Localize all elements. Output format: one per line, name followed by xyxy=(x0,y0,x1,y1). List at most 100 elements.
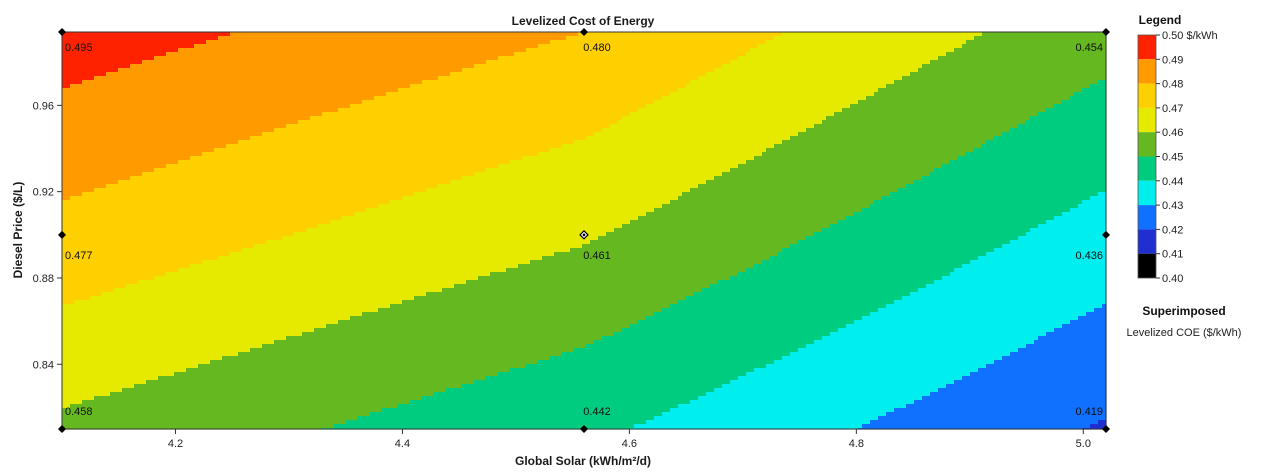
heat-cell xyxy=(714,52,719,57)
heat-cell xyxy=(1062,44,1067,49)
heat-cell xyxy=(574,56,579,61)
heat-cell xyxy=(518,68,523,73)
heat-cell xyxy=(250,44,255,49)
heat-cell xyxy=(1026,36,1031,41)
heat-cell xyxy=(222,64,227,69)
heat-cell xyxy=(86,32,91,37)
heat-cell xyxy=(374,100,379,105)
heat-cell xyxy=(134,100,139,105)
heat-cell xyxy=(906,72,911,77)
heat-cell xyxy=(986,88,991,93)
heat-cell xyxy=(386,76,391,81)
heat-cell xyxy=(322,48,327,53)
heat-cell xyxy=(838,80,843,85)
heat-cell xyxy=(1074,64,1079,69)
heat-cell xyxy=(782,80,787,85)
heat-cell xyxy=(986,80,991,85)
heat-cell xyxy=(278,52,283,57)
heat-cell xyxy=(942,100,947,105)
heat-cell xyxy=(902,60,907,65)
heat-cell xyxy=(918,60,923,65)
heat-cell xyxy=(910,88,915,93)
heat-cell xyxy=(1030,60,1035,65)
heat-cell xyxy=(442,40,447,45)
heat-cell xyxy=(906,60,911,65)
heat-cell xyxy=(882,100,887,105)
heat-cell xyxy=(502,92,507,97)
heat-cell xyxy=(138,64,143,69)
heat-cell xyxy=(66,100,71,105)
heat-cell xyxy=(1026,104,1031,109)
heat-cell xyxy=(1046,92,1051,97)
heat-cell xyxy=(954,56,959,61)
heat-cell xyxy=(710,44,715,49)
heat-cell xyxy=(586,96,591,101)
heat-cell xyxy=(262,100,267,105)
heat-cell xyxy=(274,68,279,73)
heat-cell xyxy=(534,80,539,85)
heat-cell xyxy=(222,104,227,109)
heat-cell xyxy=(494,104,499,109)
heat-cell xyxy=(562,92,567,97)
heat-cell xyxy=(430,44,435,49)
heat-cell xyxy=(806,104,811,109)
heat-cell xyxy=(1002,44,1007,49)
heat-cell xyxy=(646,36,651,41)
heat-cell xyxy=(978,64,983,69)
heat-cell xyxy=(494,48,499,53)
heat-cell xyxy=(650,32,655,37)
heat-cell xyxy=(786,64,791,69)
heat-cell xyxy=(622,96,627,101)
heat-cell xyxy=(762,72,767,77)
heat-cell xyxy=(638,36,643,41)
heat-cell xyxy=(406,96,411,101)
heat-cell xyxy=(266,100,271,105)
heat-cell xyxy=(778,36,783,41)
heat-cell xyxy=(166,48,171,53)
heat-cell xyxy=(202,52,207,57)
heat-cell xyxy=(290,88,295,93)
heat-cell xyxy=(590,96,595,101)
heat-cell xyxy=(626,36,631,41)
heat-cell xyxy=(394,56,399,61)
heat-cell xyxy=(894,84,899,89)
heat-cell xyxy=(258,80,263,85)
heat-cell xyxy=(978,40,983,45)
heat-cell xyxy=(1098,56,1103,61)
heat-cell xyxy=(1058,92,1063,97)
heat-cell xyxy=(822,84,827,89)
heat-cell xyxy=(666,44,671,49)
heat-cell xyxy=(314,84,319,89)
heat-cell xyxy=(1038,100,1043,105)
heat-cell xyxy=(674,84,679,89)
heat-cell xyxy=(610,76,615,81)
heat-cell xyxy=(1006,76,1011,81)
heat-cell xyxy=(342,104,347,109)
heat-cell xyxy=(122,56,127,61)
heat-cell xyxy=(202,40,207,45)
heat-cell xyxy=(890,68,895,73)
heat-cell xyxy=(854,44,859,49)
heat-cell xyxy=(778,68,783,73)
heat-cell xyxy=(466,104,471,109)
heat-cell xyxy=(1078,60,1083,65)
heat-cell xyxy=(854,40,859,45)
heat-cell xyxy=(950,32,955,37)
heat-cell xyxy=(754,96,759,101)
heat-cell xyxy=(270,88,275,93)
heat-cell xyxy=(166,44,171,49)
heat-cell xyxy=(462,80,467,85)
heat-cell xyxy=(166,32,171,37)
heat-cell xyxy=(226,100,231,105)
heat-cell xyxy=(966,100,971,105)
heat-cell xyxy=(706,44,711,49)
heat-cell xyxy=(310,40,315,45)
heat-cell xyxy=(510,72,515,77)
heat-cell xyxy=(434,60,439,65)
heat-cell xyxy=(1030,52,1035,57)
heat-cell xyxy=(106,88,111,93)
heat-cell xyxy=(714,48,719,53)
heat-cell xyxy=(618,88,623,93)
heat-cell xyxy=(842,100,847,105)
heat-cell xyxy=(598,68,603,73)
